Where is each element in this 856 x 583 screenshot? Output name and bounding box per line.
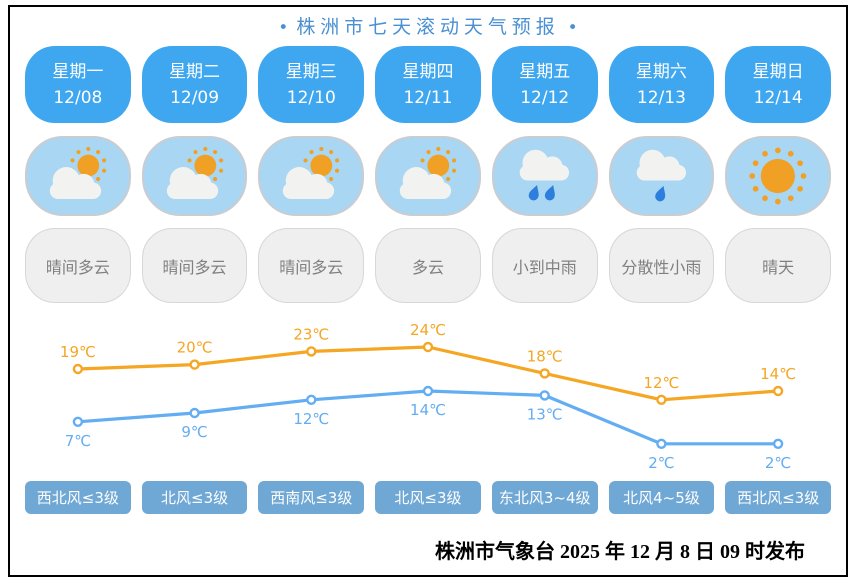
weather-icon-tile <box>725 136 831 216</box>
wind-badge: 北风≤3级 <box>141 481 248 514</box>
wind-badge: 北风4~5级 <box>608 481 715 514</box>
high-temp-point <box>539 368 550 379</box>
weather-icon-tile <box>608 136 715 216</box>
wind-row: 西北风≤3级 北风≤3级 西南风≤3级 北风≤3级 东北风3~4级 北风4~5级… <box>25 481 831 514</box>
high-temp-label: 12℃ <box>643 374 679 392</box>
page-title: • 株洲市七天滚动天气预报 • <box>25 15 831 40</box>
date-label: 12/08 <box>53 87 103 108</box>
wind-badge: 东北风3~4级 <box>491 481 598 514</box>
sun-cloud-icon <box>144 138 246 214</box>
low-temp-point <box>539 390 550 401</box>
low-temp-label: 14℃ <box>410 401 446 419</box>
sun-cloud-icon <box>27 138 129 214</box>
weather-icon-row <box>25 136 831 216</box>
high-temp-label: 19℃ <box>60 343 96 361</box>
high-temp-label: 18℃ <box>527 347 563 365</box>
high-temp-label: 24℃ <box>410 321 446 339</box>
title-text: 株洲市七天滚动天气预报 <box>296 16 560 38</box>
low-temp-point <box>72 416 84 428</box>
temperature-chart-svg: 19℃ 20℃ 23℃ 24℃ 18℃ 12℃ 14℃ 7℃ 9℃ 12℃ 14℃ 13℃ 2℃ 2℃ <box>60 321 796 472</box>
condition-badge: 晴间多云 <box>258 228 365 303</box>
high-temp-label: 14℃ <box>760 365 796 383</box>
condition-row: 晴间多云 晴间多云 晴间多云 多云 小到中雨 分散性小雨 晴天 <box>25 228 831 303</box>
weekday-label: 星期四 <box>402 61 454 82</box>
low-temp-point <box>306 394 317 406</box>
weather-icon-tile <box>375 136 481 216</box>
weather-icon-tile <box>491 136 598 216</box>
high-temp-point <box>772 385 784 397</box>
high-temp-point <box>189 359 200 370</box>
forecast-widget: • 株洲市七天滚动天气预报 • 星期一 12/08 星期二 12/09 星期三 12… <box>8 5 848 577</box>
weather-icon-tile <box>25 136 131 216</box>
condition-badge: 分散性小雨 <box>608 228 715 303</box>
weekday-label: 星期日 <box>752 61 804 82</box>
day-header-row: 星期一 12/08 星期二 12/09 星期三 12/10 星期四 12/11 … <box>25 46 831 123</box>
weekday-label: 星期六 <box>635 61 687 82</box>
date-label: 12/13 <box>636 87 686 108</box>
day-header-sunday: 星期日 12/14 <box>725 46 831 123</box>
weekday-label: 星期三 <box>285 61 337 82</box>
sun-cloud-icon <box>260 138 362 214</box>
wind-badge: 西南风≤3级 <box>258 481 365 514</box>
low-temp-label: 13℃ <box>527 405 563 423</box>
day-header-tuesday: 星期二 12/09 <box>141 46 248 123</box>
condition-badge: 晴天 <box>725 228 831 303</box>
low-temp-point <box>189 407 200 419</box>
high-temp-point <box>422 341 434 353</box>
weekday-label: 星期一 <box>52 61 104 82</box>
high-temp-label: 23℃ <box>293 325 329 343</box>
wind-badge: 西北风≤3级 <box>725 481 831 514</box>
weekday-label: 星期五 <box>519 61 571 82</box>
publisher-line: 株洲市气象台 2025 年 12 月 8 日 09 时发布 <box>435 541 805 563</box>
date-label: 12/11 <box>403 87 453 108</box>
sun-icon <box>727 138 829 214</box>
low-temp-point <box>772 438 784 450</box>
high-temp-point <box>72 363 84 375</box>
day-header-wednesday: 星期三 12/10 <box>258 46 365 123</box>
day-header-thursday: 星期四 12/11 <box>375 46 481 123</box>
low-temp-label: 7℃ <box>65 432 91 450</box>
temperature-chart: 19℃ 20℃ 23℃ 24℃ 18℃ 12℃ 14℃ 7℃ 9℃ 12℃ 14℃ 13℃ 2℃ 2℃ <box>25 307 831 479</box>
date-label: 12/14 <box>753 87 803 108</box>
day-header-saturday: 星期六 12/13 <box>608 46 715 123</box>
weather-icon-tile <box>258 136 365 216</box>
high-temp-point <box>656 394 667 406</box>
wind-badge: 西北风≤3级 <box>25 481 131 514</box>
title-bullet-left-icon: • <box>278 18 289 38</box>
high-temp-label: 20℃ <box>177 339 213 357</box>
weekday-label: 星期二 <box>169 61 221 82</box>
date-label: 12/12 <box>520 87 570 108</box>
condition-badge: 晴间多云 <box>141 228 248 303</box>
sun-cloud-icon <box>377 138 479 214</box>
day-header-friday: 星期五 12/12 <box>491 46 598 123</box>
title-bullet-right-icon: • <box>567 18 578 38</box>
cloud-rain-2-icon <box>494 138 596 214</box>
low-temp-label: 2℃ <box>765 454 791 472</box>
low-temp-point <box>422 385 434 397</box>
low-temp-label: 2℃ <box>648 454 674 472</box>
condition-badge: 小到中雨 <box>491 228 598 303</box>
date-label: 12/10 <box>286 87 336 108</box>
date-label: 12/09 <box>170 87 220 108</box>
wind-badge: 北风≤3级 <box>375 481 481 514</box>
cloud-rain-1-icon <box>611 138 713 214</box>
condition-badge: 多云 <box>375 228 481 303</box>
low-temp-label: 12℃ <box>293 410 329 428</box>
high-temp-point <box>306 346 317 357</box>
low-temp-label: 9℃ <box>181 423 207 441</box>
day-header-monday: 星期一 12/08 <box>25 46 131 123</box>
weather-icon-tile <box>141 136 248 216</box>
low-temp-point <box>656 438 667 450</box>
condition-badge: 晴间多云 <box>25 228 131 303</box>
